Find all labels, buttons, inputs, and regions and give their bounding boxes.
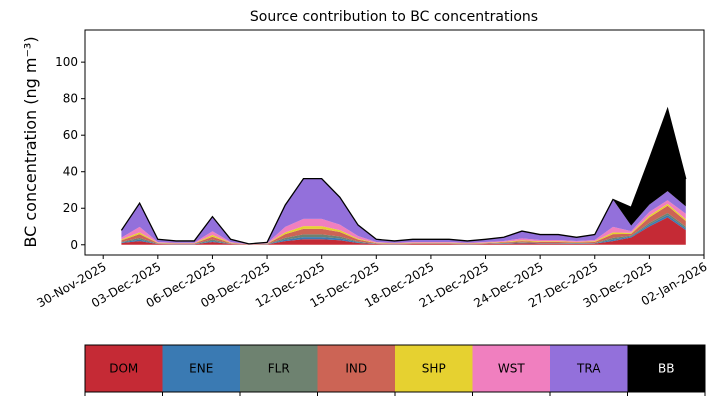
y-tick-label: 0 [70, 238, 78, 252]
legend-label: FLR [268, 362, 290, 376]
area [121, 217, 686, 245]
total-outline [120, 106, 687, 245]
y-tick-label: 100 [55, 55, 78, 69]
y-axis-label: BC concentration (ng m⁻³) [21, 36, 40, 247]
legend-swatch [550, 345, 628, 392]
plot-frame [84, 29, 705, 256]
legend-label: SHP [422, 362, 446, 376]
y-tick-label: 20 [63, 201, 78, 215]
legend-swatch [162, 345, 240, 392]
legend-label: IND [345, 362, 367, 376]
legend-label: TRA [576, 362, 601, 376]
legend-swatch [395, 345, 473, 392]
legend-swatch [627, 345, 705, 392]
legend-label: WST [498, 362, 525, 376]
y-tick-label: 60 [63, 128, 78, 142]
area [121, 178, 686, 245]
legend-swatch [472, 345, 550, 392]
chart-title: Source contribution to BC concentrations [250, 9, 538, 25]
legend-swatch [240, 345, 318, 392]
legend-frame [84, 344, 706, 393]
y-tick-label: 40 [63, 165, 78, 179]
y-tick-label: 80 [63, 92, 78, 106]
legend-swatch [317, 345, 395, 392]
legend-label: ENE [189, 362, 213, 376]
legend-label: BB [658, 362, 674, 376]
legend-swatch [85, 345, 163, 392]
legend-label: DOM [109, 362, 138, 376]
